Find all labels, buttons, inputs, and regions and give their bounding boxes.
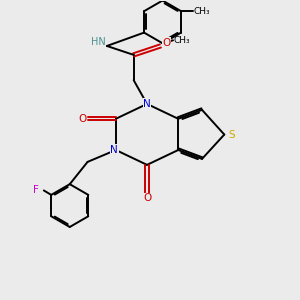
Text: HN: HN bbox=[91, 38, 105, 47]
Text: O: O bbox=[78, 114, 86, 124]
Text: N: N bbox=[110, 145, 118, 155]
Text: S: S bbox=[228, 130, 235, 140]
Text: F: F bbox=[33, 185, 39, 195]
Text: O: O bbox=[143, 194, 151, 203]
Text: N: N bbox=[143, 99, 151, 109]
Text: CH₃: CH₃ bbox=[194, 7, 210, 16]
Text: O: O bbox=[162, 38, 170, 48]
Text: CH₃: CH₃ bbox=[174, 36, 190, 45]
